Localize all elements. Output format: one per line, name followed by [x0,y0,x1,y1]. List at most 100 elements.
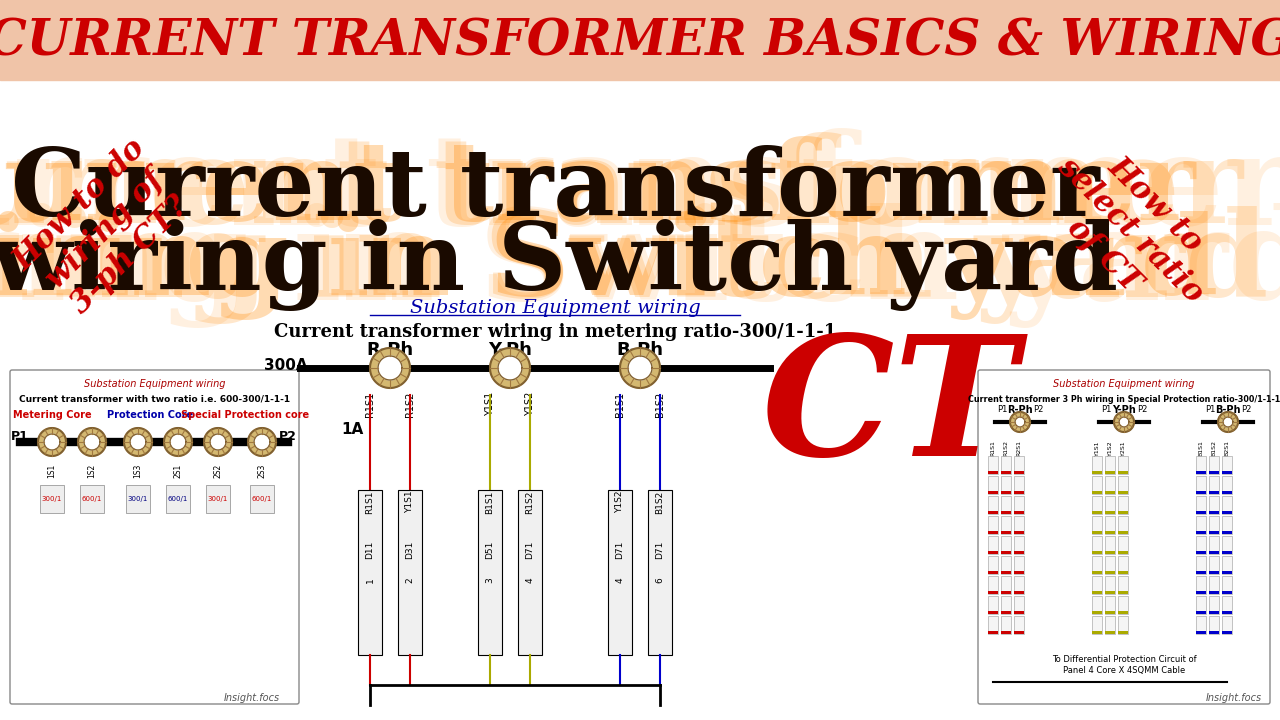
Bar [1222,631,1231,634]
Bar [1092,536,1102,554]
Text: 300A: 300A [265,359,308,374]
Bar [1196,531,1206,534]
Bar [1105,571,1115,574]
Bar [1210,596,1219,614]
Bar [1210,576,1219,594]
Bar [1117,456,1128,474]
Bar [1014,571,1024,574]
Bar [1105,556,1115,574]
Bar [1092,611,1102,614]
Bar [1117,591,1128,594]
Bar [988,556,998,574]
Text: CURRENT TRANSFORMER BASICS & WIRING: CURRENT TRANSFORMER BASICS & WIRING [0,17,1280,66]
Bar [988,456,998,474]
Text: How to do
wiring of
3-ph CT?: How to do wiring of 3-ph CT? [8,132,202,328]
Bar [1105,631,1115,634]
Bar [988,531,998,534]
Bar [477,490,502,655]
Text: B1S2: B1S2 [1211,440,1216,456]
Text: B-Ph: B-Ph [617,341,663,359]
Text: 6: 6 [655,577,664,583]
Bar [988,511,998,514]
Text: Y2S1: Y2S1 [1120,440,1125,456]
Text: P2: P2 [1137,405,1147,415]
Bar [1117,631,1128,634]
Polygon shape [628,356,652,380]
Text: 2S2: 2S2 [214,464,223,478]
Bar [1222,476,1231,494]
Polygon shape [253,434,270,450]
Text: P2: P2 [1240,405,1251,415]
Bar [1001,456,1011,474]
Bar [1092,531,1102,534]
Bar [1117,596,1128,614]
Bar [1210,476,1219,494]
Bar [1196,596,1206,614]
Bar [1001,496,1011,514]
FancyBboxPatch shape [978,370,1270,704]
Bar [988,551,998,554]
Bar [1117,571,1128,574]
Bar [1196,631,1206,634]
Bar [1210,496,1219,514]
Bar [1210,611,1219,614]
Text: Y-Ph: Y-Ph [1112,405,1135,415]
Bar [988,496,998,514]
Bar [1092,456,1102,474]
Bar [1001,571,1011,574]
Polygon shape [38,428,67,456]
Bar [1001,576,1011,594]
Text: 300/1: 300/1 [42,496,63,502]
Bar [1105,591,1115,594]
Bar [988,576,998,594]
Text: 1A: 1A [340,423,364,438]
Bar [1001,631,1011,634]
Bar [1117,556,1128,574]
Text: D71: D71 [655,541,664,559]
Bar [988,516,998,534]
Bar [1117,496,1128,514]
Bar [1014,496,1024,514]
Bar [1196,611,1206,614]
Bar [1014,616,1024,634]
Text: B1S1: B1S1 [485,490,494,513]
Bar [1210,551,1219,554]
Bar [1014,476,1024,494]
Bar [79,485,104,513]
Polygon shape [210,434,227,450]
Text: P1: P1 [1204,405,1215,415]
Text: wiring in Switch yard: wiring in Switch yard [0,219,1119,311]
Polygon shape [378,356,402,380]
Bar [1014,591,1024,594]
Text: Y1S1: Y1S1 [406,491,415,513]
Bar [1014,631,1024,634]
Bar [1105,516,1115,534]
Bar [988,616,998,634]
Bar [1196,471,1206,474]
Bar [1001,516,1011,534]
Bar [1222,596,1231,614]
Text: 300/1: 300/1 [207,496,228,502]
Text: B1S2: B1S2 [655,392,666,418]
Bar [1001,551,1011,554]
Bar [1222,611,1231,614]
Bar [1092,471,1102,474]
Bar [1196,456,1206,474]
Bar [1014,556,1024,574]
Bar [988,536,998,554]
Bar [1222,516,1231,534]
Bar [1222,536,1231,554]
FancyBboxPatch shape [10,370,300,704]
Bar [1092,491,1102,494]
Bar [1222,456,1231,474]
Polygon shape [84,434,100,450]
Text: Current transformer: Current transformer [0,137,1196,243]
Bar [1105,596,1115,614]
Bar [1105,576,1115,594]
Bar [1196,476,1206,494]
Bar [1222,556,1231,574]
Text: 1S2: 1S2 [87,464,96,478]
Bar [1092,571,1102,574]
Text: Current transformer: Current transformer [10,145,1100,235]
Bar [1210,516,1219,534]
